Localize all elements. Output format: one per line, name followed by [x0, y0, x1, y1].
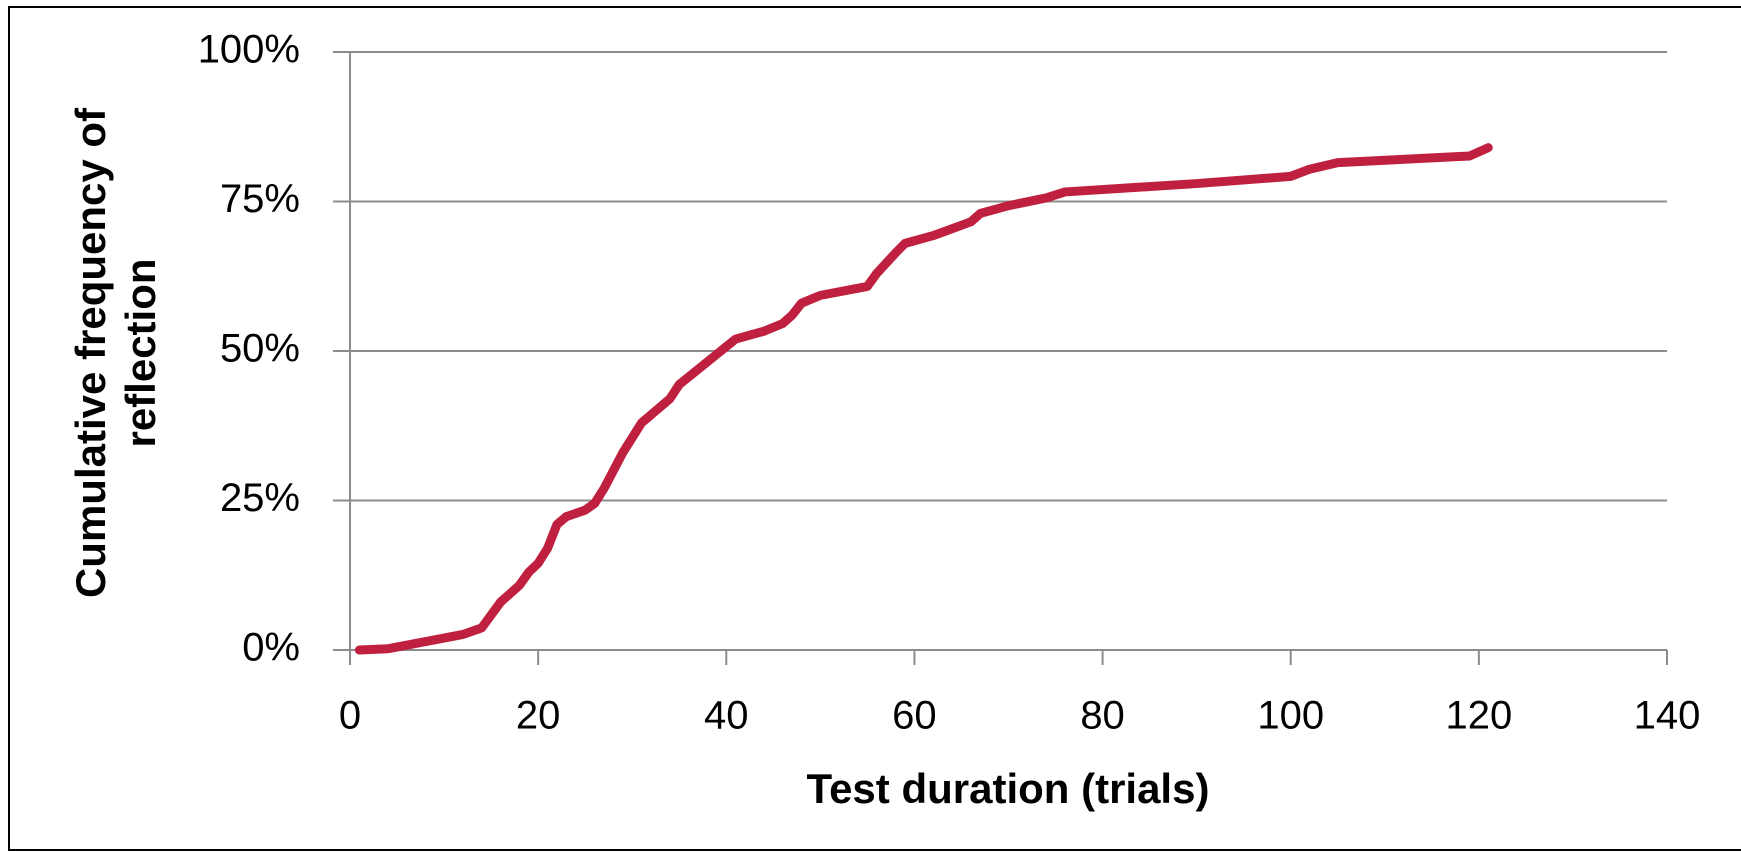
x-tick-label: 120 [1445, 694, 1512, 738]
x-tick-label: 60 [892, 694, 937, 738]
x-tick-label: 100 [1257, 694, 1324, 738]
chart-border [8, 6, 1741, 851]
y-tick-label: 25% [220, 476, 300, 520]
x-tick-label: 20 [516, 694, 561, 738]
y-axis-title: Cumulative frequency of [67, 107, 114, 598]
y-tick-label: 100% [198, 28, 300, 72]
x-tick-label: 80 [1080, 694, 1125, 738]
y-tick-label: 75% [220, 177, 300, 221]
y-axis-title: reflection [117, 258, 164, 447]
x-tick-label: 140 [1634, 694, 1701, 738]
x-axis-title: Test duration (trials) [807, 765, 1210, 812]
x-tick-label: 40 [704, 694, 749, 738]
y-tick-label: 50% [220, 327, 300, 371]
data-line [354, 143, 1493, 655]
y-tick-label: 0% [242, 626, 300, 670]
x-tick-label: 0 [339, 694, 361, 738]
